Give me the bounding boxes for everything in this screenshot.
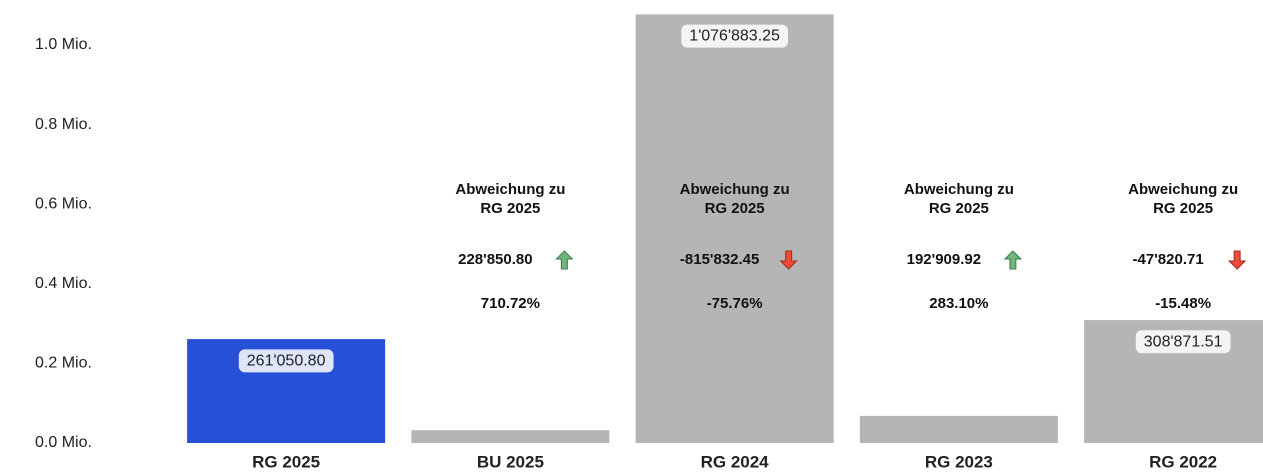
bar: [411, 430, 610, 443]
deviation-title: Abweichung zu RG 2025: [455, 181, 566, 217]
x-tick-label: RG 2024: [701, 452, 770, 471]
deviation-difference: 192'909.92: [906, 251, 982, 268]
y-tick-label: 0.0 Mio.: [35, 434, 92, 451]
deviation-title: Abweichung zu RG 2025: [903, 181, 1014, 217]
value-label: 261'050.80: [238, 349, 334, 373]
value-label: 1'076'883.25: [681, 24, 789, 48]
y-tick-label: 1.0 Mio.: [35, 36, 92, 53]
deviation-title: Abweichung zu RG 2025: [679, 181, 790, 217]
arrow-down: [1227, 250, 1247, 270]
deviation-difference: -47'820.71: [1132, 251, 1204, 268]
arrow-up: [1003, 250, 1023, 270]
bar: [635, 14, 834, 444]
value-label-text: 308'871.51: [1144, 333, 1223, 350]
x-tick-label: RG 2023: [925, 452, 993, 471]
deviation-percent: 710.72%: [480, 295, 540, 312]
y-tick-label: 0.4 Mio.: [35, 275, 92, 292]
x-tick-label: RG 2025: [252, 452, 320, 471]
value-label-text: 261'050.80: [247, 352, 326, 369]
bar: [859, 415, 1058, 443]
deviation-percent: -15.48%: [1155, 295, 1212, 312]
deviation-title: Abweichung zu RG 2025: [1128, 181, 1239, 217]
x-tick-label: RG 2022: [1149, 452, 1217, 471]
deviation-percent: 283.10%: [929, 295, 989, 312]
value-label: 308'871.51: [1135, 330, 1231, 354]
deviation-difference: -815'832.45: [679, 251, 760, 268]
y-tick-label: 0.6 Mio.: [35, 195, 92, 212]
y-tick-label: 0.2 Mio.: [35, 355, 92, 372]
value-label-bg: [1135, 330, 1231, 354]
y-tick-label: 0.8 Mio.: [35, 116, 92, 133]
value-label-bg: [681, 24, 789, 48]
deviation-difference: 228'850.80: [458, 251, 533, 268]
deviation-percent: -75.76%: [706, 295, 763, 312]
x-tick-label: BU 2025: [477, 452, 544, 471]
value-label-bg: [238, 349, 334, 373]
arrow-down: [779, 250, 798, 270]
arrow-up: [555, 250, 574, 270]
value-label-text: 1'076'883.25: [689, 28, 780, 45]
